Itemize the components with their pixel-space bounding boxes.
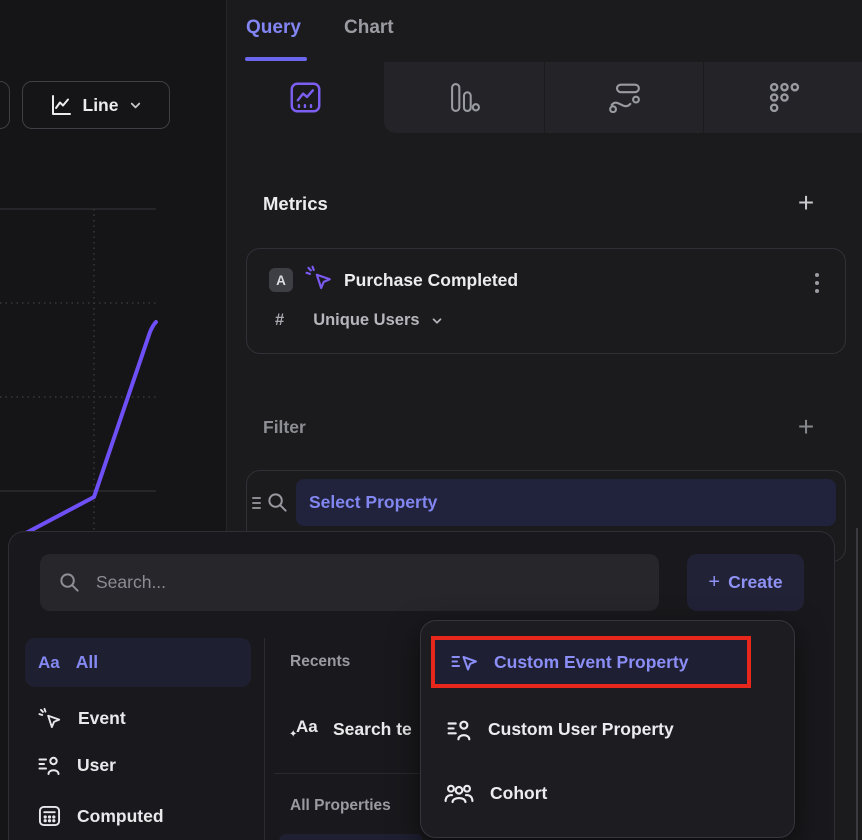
chevron-down-icon — [430, 314, 444, 328]
flows-icon — [608, 83, 641, 113]
search-icon — [266, 491, 289, 514]
text-aa-icon: Aa — [38, 652, 60, 672]
category-item-event[interactable]: Event — [25, 696, 251, 740]
chevron-down-icon — [128, 98, 143, 113]
add-filter-button[interactable]: + — [797, 411, 815, 442]
menu-item-label: Custom Event Property — [494, 651, 689, 672]
recent-item-search-term[interactable]: Aa ✦ Search te — [289, 707, 423, 751]
custom-user-property-icon — [447, 718, 472, 741]
metric-series-badge: A — [269, 268, 293, 292]
menu-item-label: Custom User Property — [488, 718, 674, 739]
aggregation-label: Unique Users — [313, 311, 420, 329]
category-item-user[interactable]: User — [25, 743, 251, 787]
funnel-bars-icon — [449, 82, 480, 113]
create-button[interactable]: + Create — [687, 554, 804, 611]
list-divider — [274, 773, 420, 774]
category-label: Event — [78, 707, 126, 728]
panel-edge-divider — [856, 528, 858, 840]
partial-toolbar-button[interactable] — [0, 81, 10, 129]
select-property-value: Select Property — [309, 492, 438, 512]
metric-event-name: Purchase Completed — [344, 270, 519, 290]
custom-property-aa-icon: Aa ✦ — [289, 717, 318, 740]
drag-handle-icon[interactable] — [252, 497, 261, 509]
chart-type-tab-funnels[interactable] — [384, 62, 544, 133]
recents-header: Recents — [290, 653, 351, 670]
create-button-label: Create — [728, 572, 783, 592]
menu-item-custom-user-property[interactable]: Custom User Property — [432, 705, 750, 753]
menu-item-custom-event-property[interactable]: Custom Event Property — [432, 637, 750, 687]
plus-icon: + — [708, 571, 721, 593]
recent-item-label: Search te — [333, 718, 412, 739]
custom-event-property-icon — [451, 652, 478, 673]
active-tab-underline — [245, 57, 307, 61]
menu-item-label: Cohort — [490, 782, 548, 803]
user-list-icon — [38, 754, 61, 776]
retention-dots-icon — [769, 82, 800, 113]
category-item-all[interactable]: Aa All — [25, 638, 251, 687]
aggregation-selector[interactable]: # Unique Users — [275, 311, 444, 330]
chart-type-tab-retention[interactable] — [703, 62, 862, 133]
menu-item-cohort[interactable]: Cohort — [432, 769, 750, 817]
chart-type-label: Line — [82, 94, 119, 115]
calculator-icon — [38, 805, 61, 827]
line-chart-preview — [0, 208, 158, 531]
search-icon — [58, 571, 81, 594]
line-chart-icon — [49, 93, 73, 117]
hash-icon: # — [275, 311, 285, 329]
cohort-people-icon — [444, 782, 474, 804]
filter-section-title: Filter — [263, 417, 306, 437]
filter-card: Select Property — [246, 470, 846, 562]
chart-type-dropdown-button[interactable]: Line — [22, 81, 170, 129]
tab-chart[interactable]: Chart — [344, 17, 394, 38]
metrics-section-title: Metrics — [263, 193, 328, 214]
insights-chart-icon — [289, 81, 322, 114]
picker-search-box[interactable] — [40, 554, 659, 611]
create-submenu: Custom Event Property Custom User Proper… — [420, 620, 795, 838]
category-label: Computed — [77, 805, 164, 826]
metric-card[interactable]: A Purchase Completed # Unique Users — [246, 248, 846, 354]
category-label: User — [77, 754, 116, 775]
category-label: All — [75, 652, 99, 672]
chart-line-series — [25, 320, 158, 531]
all-properties-header: All Properties — [290, 797, 391, 814]
chart-type-tab-insights[interactable] — [227, 62, 384, 133]
highlighted-list-item-partial[interactable] — [279, 834, 423, 840]
add-metric-button[interactable]: + — [797, 187, 815, 218]
event-spark-icon — [305, 265, 333, 291]
category-item-computed[interactable]: Computed — [25, 794, 251, 838]
event-spark-icon — [38, 707, 62, 730]
chart-type-tab-flows[interactable] — [544, 62, 704, 133]
picker-search-input[interactable] — [94, 571, 578, 594]
tab-query[interactable]: Query — [246, 17, 301, 38]
select-property-field[interactable]: Select Property — [296, 479, 836, 526]
column-divider — [264, 638, 265, 840]
metric-options-kebab-icon[interactable] — [813, 271, 821, 295]
